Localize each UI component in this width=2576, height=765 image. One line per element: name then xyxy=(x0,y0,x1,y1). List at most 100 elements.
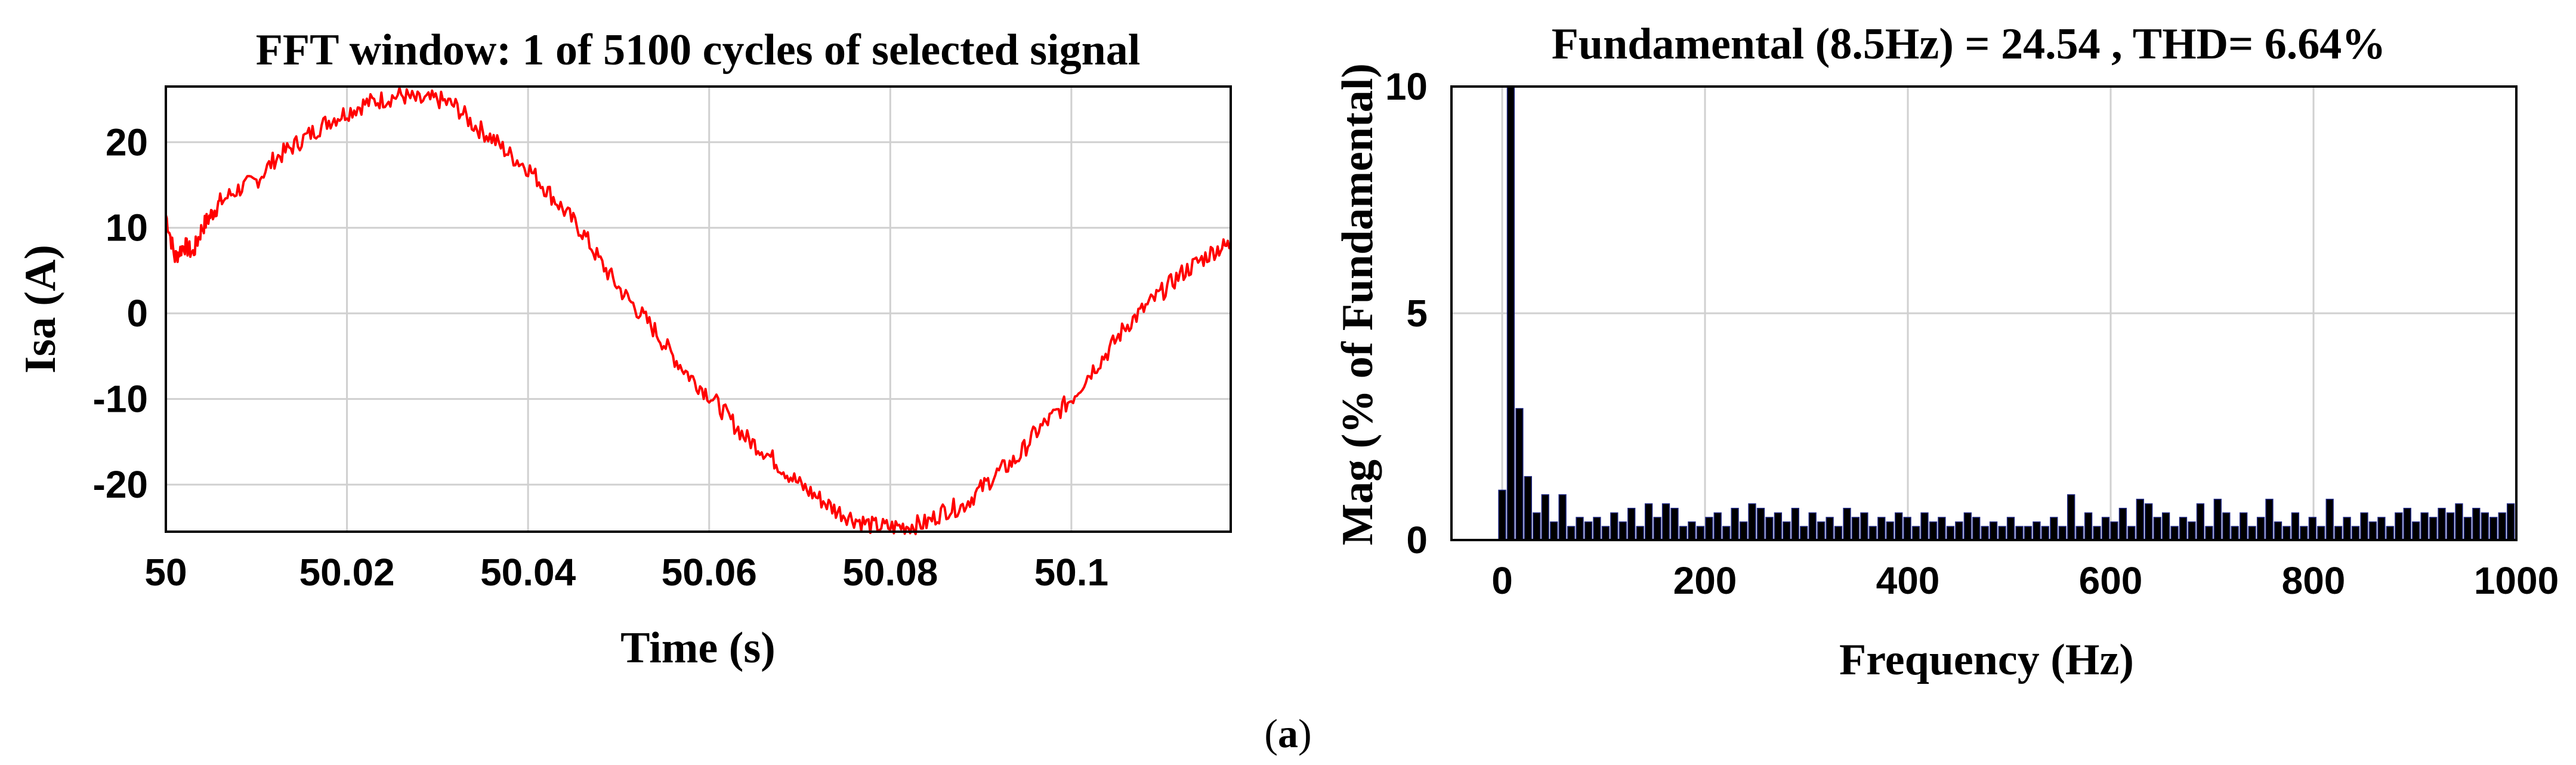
harmonic-bar xyxy=(2213,498,2222,541)
y-tick-label: -10 xyxy=(93,378,149,421)
harmonic-bar xyxy=(1610,512,1619,541)
harmonic-bar xyxy=(2118,508,2127,541)
harmonic-bar xyxy=(1938,517,1946,541)
harmonic-bar xyxy=(1911,526,1920,541)
fft-spectrum-chart: Fundamental (8.5Hz) = 24.54 , THD= 6.64%… xyxy=(1333,20,2559,684)
harmonic-bar xyxy=(1903,517,1911,541)
harmonic-bar xyxy=(1783,521,1791,541)
y-axis-label: Isa (A) xyxy=(16,245,65,374)
harmonic-bar xyxy=(2110,521,2118,541)
harmonic-bar xyxy=(1567,526,1576,541)
plot-frame xyxy=(165,85,1232,533)
harmonic-bar xyxy=(1851,517,1860,541)
time-signal-chart: FFT window: 1 of 5100 cycles of selected… xyxy=(16,26,1232,673)
harmonic-bar xyxy=(1515,408,1524,541)
y-tick-label: 10 xyxy=(106,206,148,249)
harmonic-bar xyxy=(2015,526,2024,541)
harmonic-bar xyxy=(2205,526,2213,541)
harmonic-bar xyxy=(1972,517,1981,541)
caption-letter: a xyxy=(1278,711,1298,756)
x-tick-label: 50.06 xyxy=(662,551,757,594)
signal-line xyxy=(165,87,1232,535)
harmonic-bar xyxy=(1877,517,1886,541)
y-tick-label: 20 xyxy=(106,121,148,164)
harmonic-bar xyxy=(2058,526,2067,541)
harmonic-bar xyxy=(2282,526,2291,541)
harmonic-bar xyxy=(1808,512,1817,541)
harmonic-bar xyxy=(1524,476,1532,541)
harmonic-bar xyxy=(2506,503,2515,541)
harmonic-bar xyxy=(1765,517,1774,541)
harmonic-bar xyxy=(2438,508,2446,541)
harmonic-bar xyxy=(1756,508,1765,541)
harmonic-bar xyxy=(2472,508,2481,541)
harmonic-bar xyxy=(2265,498,2274,541)
harmonic-bar xyxy=(2075,526,2084,541)
harmonic-bar xyxy=(2006,517,2015,541)
harmonic-bar xyxy=(1593,517,1601,541)
signal-line-layer xyxy=(165,87,1232,535)
harmonic-bar xyxy=(2024,526,2033,541)
harmonic-bar xyxy=(1731,508,1739,541)
harmonic-bar xyxy=(1670,508,1679,541)
harmonic-bar xyxy=(1705,517,1713,541)
harmonic-bar xyxy=(1644,503,1653,541)
y-axis-label: Mag (% of Fundamental) xyxy=(1333,63,1382,545)
harmonic-bar xyxy=(1860,512,1868,541)
harmonic-bar xyxy=(2403,508,2411,541)
harmonic-bar xyxy=(2412,521,2420,541)
harmonic-bar xyxy=(1868,526,1877,541)
harmonic-bar xyxy=(1739,521,1748,541)
x-tick-label: 1000 xyxy=(2474,559,2559,602)
harmonic-bar xyxy=(2291,512,2300,541)
harmonic-bar xyxy=(1533,512,1541,541)
harmonic-bar xyxy=(1834,526,1843,541)
harmonic-bar xyxy=(1722,526,1731,541)
x-tick-label: 600 xyxy=(2079,559,2143,602)
harmonic-bar xyxy=(1920,512,1929,541)
harmonic-bar xyxy=(1558,494,1567,541)
harmonic-bar xyxy=(1498,489,1506,541)
harmonic-bar xyxy=(2300,526,2308,541)
caption-close-paren: ) xyxy=(1298,711,1312,756)
harmonic-bar xyxy=(2240,512,2248,541)
harmonic-bar xyxy=(2351,526,2360,541)
harmonic-bar xyxy=(1661,503,1670,541)
harmonic-bar xyxy=(1550,521,1558,541)
x-tick-label: 50.02 xyxy=(299,551,394,594)
harmonic-bar xyxy=(2489,517,2498,541)
harmonic-bar xyxy=(2498,512,2506,541)
harmonic-bar xyxy=(2325,498,2334,541)
harmonic-bar xyxy=(2368,521,2377,541)
x-tick-label: 50.04 xyxy=(480,551,576,594)
harmonic-bar xyxy=(2084,512,2093,541)
x-axis-label: Frequency (Hz) xyxy=(1839,636,2134,684)
chart-title: FFT window: 1 of 5100 cycles of selected… xyxy=(256,26,1141,75)
plot-frame xyxy=(1450,85,2518,541)
grid xyxy=(166,87,1231,532)
harmonic-bar xyxy=(2136,498,2144,541)
harmonic-bar xyxy=(1800,526,1808,541)
harmonic-bar xyxy=(2127,526,2136,541)
harmonic-bar xyxy=(2145,503,2153,541)
harmonic-bar xyxy=(2455,503,2463,541)
harmonic-bar xyxy=(2274,521,2282,541)
harmonic-bar xyxy=(2420,512,2429,541)
harmonic-bars-layer xyxy=(1498,86,2515,541)
x-tick-label: 400 xyxy=(1876,559,1940,602)
harmonic-bar xyxy=(1696,526,1704,541)
harmonic-bar xyxy=(1688,521,1696,541)
harmonic-bar xyxy=(1541,494,1549,541)
harmonic-bar xyxy=(1989,521,1998,541)
harmonic-bar xyxy=(2429,517,2438,541)
harmonic-bar xyxy=(2446,512,2455,541)
harmonic-bar xyxy=(2170,526,2179,541)
harmonic-bar xyxy=(2161,512,2170,541)
harmonic-bar xyxy=(1619,521,1627,541)
harmonic-bar xyxy=(2231,526,2239,541)
y-tick-label: -20 xyxy=(93,463,149,506)
x-tick-label: 50.08 xyxy=(842,551,938,594)
harmonic-bar xyxy=(2317,526,2325,541)
harmonic-bar xyxy=(1774,512,1783,541)
